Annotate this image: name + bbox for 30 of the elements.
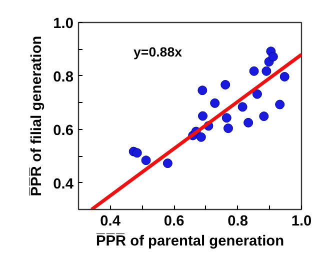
- y-tick-label: 1.0: [53, 16, 74, 32]
- point: [222, 113, 232, 123]
- point: [210, 98, 220, 108]
- point: [238, 102, 248, 112]
- point: [198, 86, 208, 96]
- point: [262, 66, 272, 76]
- point: [220, 80, 230, 90]
- point: [132, 148, 142, 158]
- y-tick-label: 0.4: [53, 176, 74, 192]
- point: [244, 118, 254, 128]
- point: [249, 66, 259, 76]
- y-tick-label: 0.8: [53, 69, 74, 86]
- point: [141, 156, 151, 166]
- point: [252, 89, 262, 99]
- x-tick-label: 0.6: [164, 214, 184, 230]
- x-axis-title: P̅P̅R̅ of parental generation: [96, 232, 284, 250]
- x-tick-label: 0.8: [228, 214, 248, 230]
- x-tick-label: 0.4: [100, 214, 122, 230]
- point: [162, 158, 172, 168]
- y-axis-title: P̅P̅R̅ of filial generation: [28, 36, 46, 196]
- annotation: y=0.88x: [134, 44, 183, 60]
- point: [268, 52, 278, 62]
- point: [223, 124, 233, 134]
- point: [198, 111, 208, 121]
- point: [280, 72, 290, 82]
- x-tick-label: 1.0: [291, 214, 312, 230]
- y-tick-label: 0.6: [53, 122, 74, 139]
- point: [259, 112, 269, 122]
- point: [275, 100, 285, 110]
- point: [196, 132, 206, 142]
